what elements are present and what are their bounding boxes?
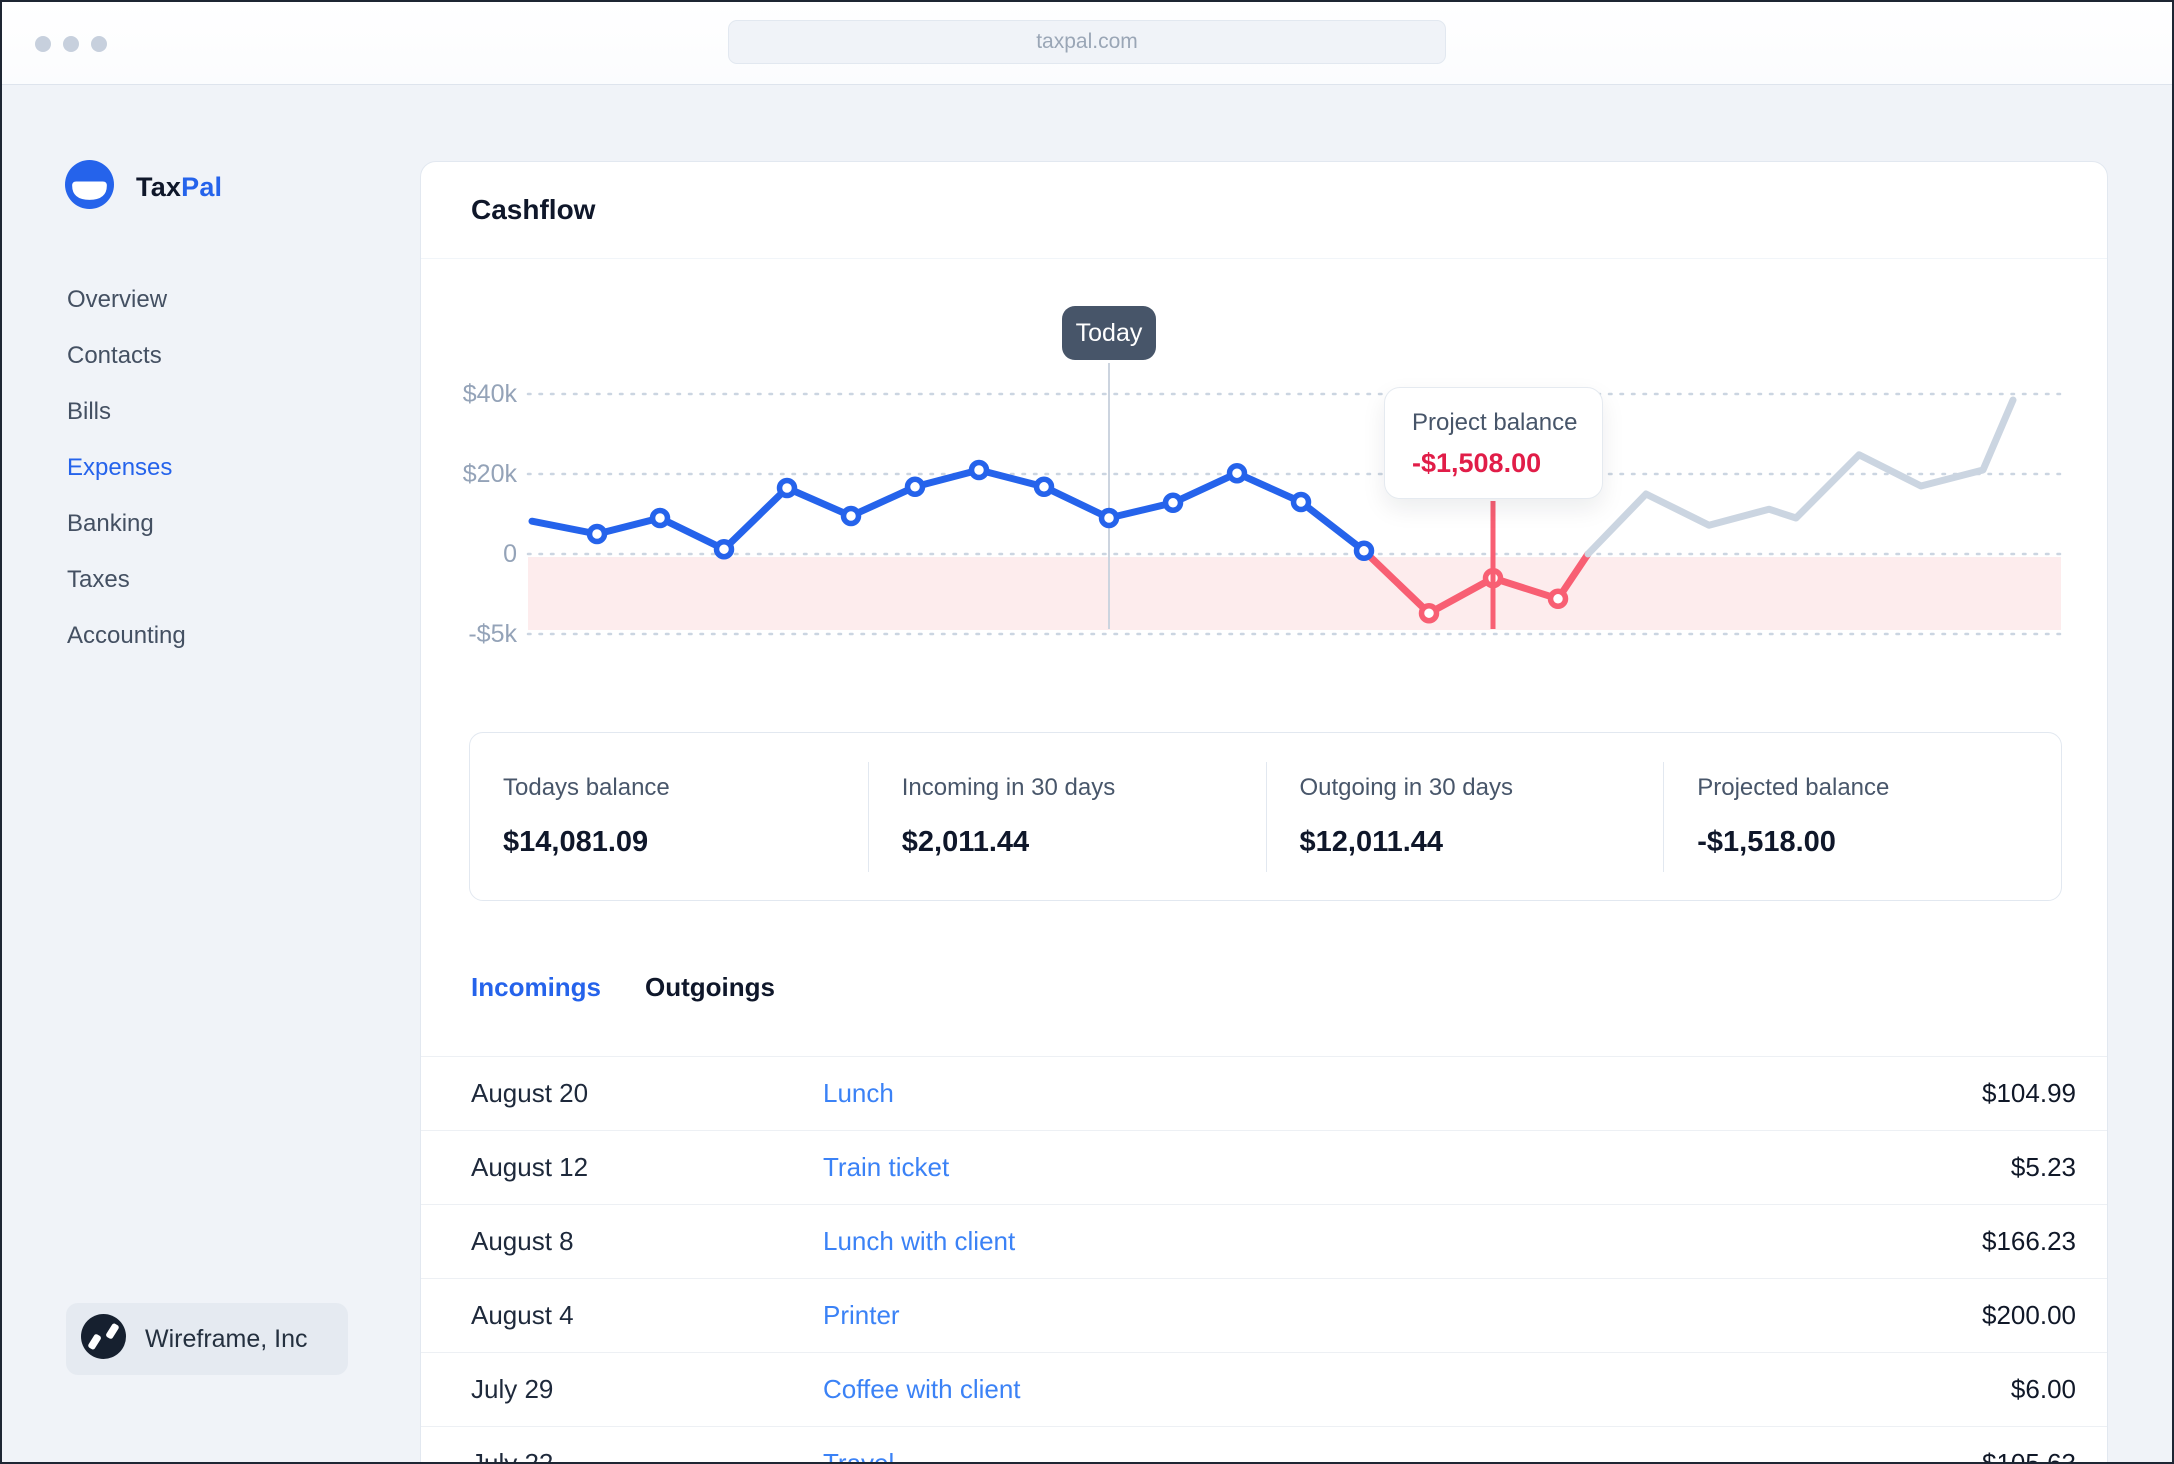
transaction-amount: $6.00 [2010,1374,2076,1404]
stat-incoming-30-days: Incoming in 30 days $2,011.44 [867,761,1266,872]
cashflow-panel: Cashflow $40k $20k 0 -$5k Today Project … [420,161,2108,1464]
transaction-date: July 22 [471,1448,554,1464]
stat-todays-balance: Todays balance $14,081.09 [470,762,868,872]
table-row: August 4 Printer $200.00 [421,1278,2107,1352]
sidebar-item-expenses[interactable]: Expenses [67,454,173,481]
transaction-amount: $104.99 [1982,1078,2076,1108]
sidebar-item-banking[interactable]: Banking [67,510,154,537]
stat-label: Outgoing in 30 days [1299,774,1513,801]
project-balance-tooltip: Project balance -$1,508.00 [1384,387,1603,499]
org-name: Wireframe, Inc [145,1324,308,1353]
transaction-date: August 4 [471,1300,574,1330]
stats-row: Todays balance $14,081.09 Incoming in 30… [469,732,2062,901]
wireframe-logo-icon [81,1314,126,1364]
stat-value: $14,081.09 [503,826,649,858]
y-axis-tick: 0 [503,540,517,568]
taxpal-logo-icon [65,160,114,214]
table-row: August 12 Train ticket $5.23 [421,1130,2107,1204]
stat-value: -$1,518.00 [1697,826,1836,858]
transaction-link[interactable]: Coffee with client [823,1374,1021,1404]
tooltip-value: -$1,508.00 [1412,448,1542,478]
today-marker-badge: Today [1062,306,1156,360]
stat-label: Todays balance [503,774,670,801]
transaction-date: August 8 [471,1226,574,1256]
transaction-amount: $166.23 [1982,1226,2076,1256]
sidebar-item-bills[interactable]: Bills [67,398,112,425]
transaction-date: August 12 [471,1152,589,1182]
stat-value: $2,011.44 [901,826,1030,858]
stat-label: Incoming in 30 days [901,774,1116,801]
table-row: August 8 Lunch with client $166.23 [421,1204,2107,1278]
transaction-link[interactable]: Lunch with client [823,1226,1016,1256]
transaction-amount: $105.63 [1982,1448,2076,1464]
panel-header: Cashflow [421,162,2107,259]
transaction-link[interactable]: Printer [823,1300,900,1330]
stat-label: Projected balance [1697,774,1890,801]
sidebar-item-taxes[interactable]: Taxes [67,566,130,593]
window-minimize-button[interactable] [63,36,79,52]
table-row: August 20 Lunch $104.99 [421,1056,2107,1130]
cashflow-chart: $40k $20k 0 -$5k Today Project balance -… [421,259,2107,711]
table-row: July 22 Travel $105.63 [421,1426,2107,1464]
transaction-date: August 20 [471,1078,589,1108]
transaction-link[interactable]: Lunch [823,1078,894,1108]
sidebar-item-contacts[interactable]: Contacts [67,342,162,369]
y-axis-tick: -$5k [468,620,517,648]
transactions-table: August 20 Lunch $104.99 August 12 Train … [421,1056,2107,1464]
tab-incomings[interactable]: Incomings [471,972,602,1002]
address-bar[interactable]: taxpal.com [728,20,1446,64]
transaction-link[interactable]: Travel [823,1448,895,1464]
tab-outgoings[interactable]: Outgoings [645,972,775,1002]
transaction-link[interactable]: Train ticket [823,1152,950,1182]
window-close-button[interactable] [35,36,51,52]
tooltip-title: Project balance [1412,409,1578,436]
panel-title: Cashflow [471,194,596,225]
browser-chrome: taxpal.com [2,2,2172,85]
window-maximize-button[interactable] [91,36,107,52]
table-row: July 29 Coffee with client $6.00 [421,1352,2107,1426]
window-controls [35,36,107,52]
transaction-date: July 29 [471,1374,554,1404]
sidebar-nav: Overview Contacts Bills Expenses Banking… [67,272,186,664]
stat-value: $12,011.44 [1299,826,1444,858]
stat-outgoing-30-days: Outgoing in 30 days $12,011.44 [1265,761,1664,872]
stat-projected-balance: Projected balance -$1,518.00 [1663,761,2061,872]
sidebar-item-accounting[interactable]: Accounting [67,622,186,649]
transaction-amount: $200.00 [1982,1300,2076,1330]
chart-canvas [526,363,2063,636]
transactions-tabs: Incomings Outgoings [471,972,775,1003]
brand-name: TaxPal [136,171,223,202]
y-axis-tick: $40k [462,380,517,408]
brand-logo[interactable]: TaxPal [65,160,222,214]
sidebar-item-overview[interactable]: Overview [67,286,168,313]
org-switcher[interactable]: Wireframe, Inc [66,1303,348,1375]
y-axis-tick: $20k [462,460,517,488]
transaction-amount: $5.23 [2010,1152,2076,1182]
